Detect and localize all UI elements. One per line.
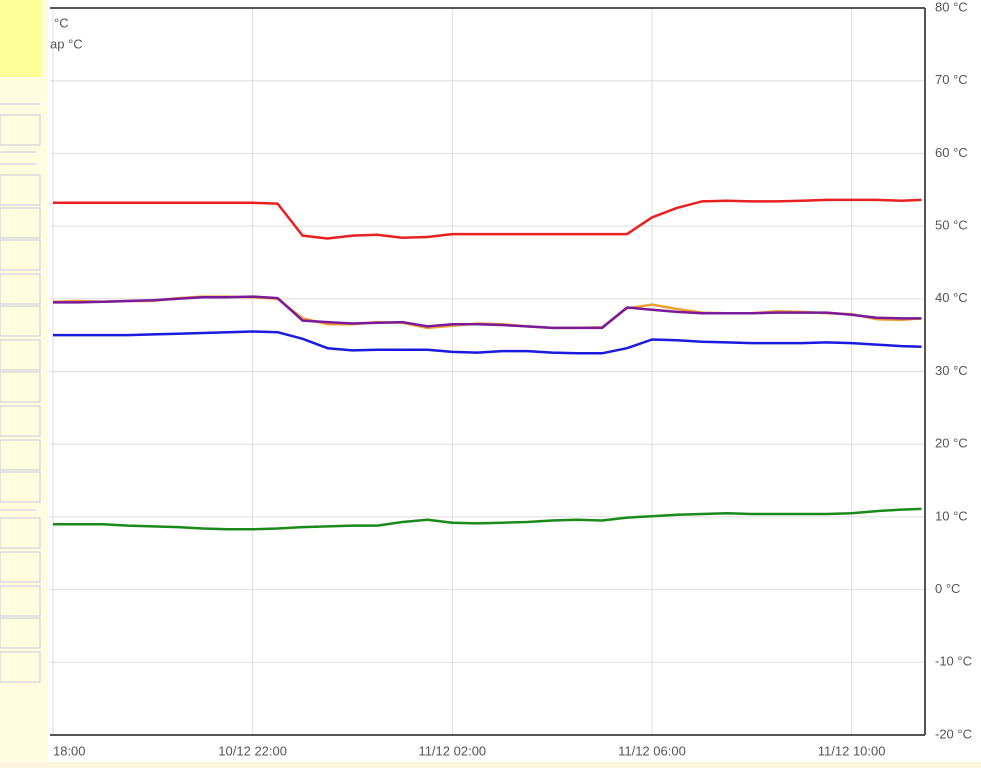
series-line: [53, 330, 922, 355]
y-tick-label: 0 °C: [935, 581, 960, 596]
bottom-strip: [0, 762, 981, 768]
y-tick-label: 80 °C: [935, 0, 968, 14]
x-tick-label: 11/12 02:00: [418, 743, 486, 758]
lines: [52, 198, 922, 531]
y-tick-label: 10 °C: [935, 508, 968, 523]
y-tick-label: 60 °C: [935, 145, 968, 160]
x-tick-label: 11/12 06:00: [618, 743, 686, 758]
y-tick-label: -10 °C: [935, 654, 972, 669]
y-tick-label: 50 °C: [935, 218, 968, 233]
side-controls: [0, 103, 41, 683]
series-line: [53, 507, 922, 531]
y-tick-label: -20 °C: [935, 726, 972, 741]
series-line: [53, 295, 922, 330]
x-tick-label: 10/12 22:00: [218, 743, 287, 758]
x-tick-label: 11/12 10:00: [818, 743, 886, 758]
y-tick-label: 30 °C: [935, 363, 968, 378]
legend-text: °C: [54, 15, 69, 30]
series-line: [53, 198, 922, 240]
x-tick-label: 18:00: [53, 743, 86, 758]
legend-text: ap °C: [50, 36, 83, 51]
y-tick-label: 40 °C: [935, 290, 968, 305]
y-tick-label: 70 °C: [935, 72, 968, 87]
legend-box: [0, 0, 42, 77]
y-tick-label: 20 °C: [935, 436, 968, 451]
grid: [50, 7, 925, 736]
